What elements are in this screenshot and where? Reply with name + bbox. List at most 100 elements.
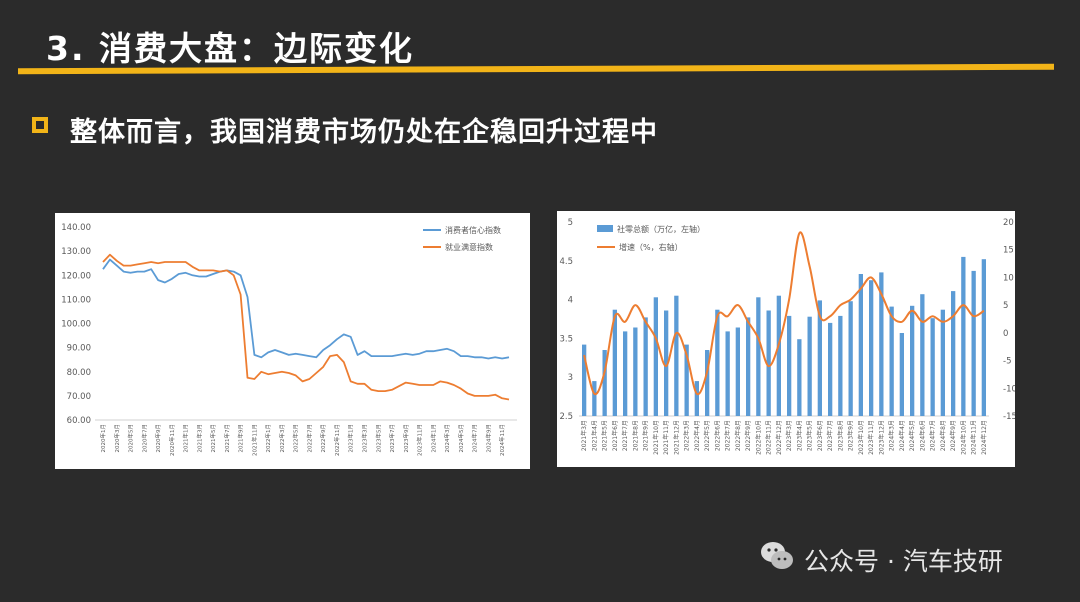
bar: [664, 310, 669, 416]
x-tick-label: 2020年7月: [140, 424, 148, 453]
bar: [602, 350, 607, 416]
y-tick-label: 60.00: [67, 416, 91, 426]
bar: [828, 322, 833, 416]
y-right-tick-label: -10: [1003, 384, 1015, 394]
x-tick-label: 2021年5月: [209, 424, 217, 453]
legend-swatch-bar: [597, 225, 613, 232]
x-tick-label: 2021年6月: [611, 420, 619, 451]
bar: [889, 306, 894, 416]
x-tick-label: 2021年7月: [223, 424, 231, 453]
x-tick-label: 2020年5月: [127, 424, 135, 453]
bar: [756, 297, 761, 416]
y-tick-label: 130.00: [61, 247, 91, 257]
x-tick-label: 2023年10月: [857, 420, 865, 455]
y-right-tick-label: 10: [1003, 273, 1014, 283]
x-tick-label: 2021年1月: [182, 424, 190, 453]
x-tick-label: 2023年5月: [806, 420, 814, 451]
x-tick-label: 2024年11月: [970, 420, 978, 455]
consumer-confidence-svg: 60.00 70.00 80.00 90.00 100.00 110.00 120.00 13…: [61, 223, 517, 456]
y-right-tick-label: 5: [1003, 301, 1008, 311]
x-tick-label: 2021年4月: [590, 420, 598, 451]
x-tick-label: 2021年11月: [250, 424, 258, 456]
bar: [766, 310, 771, 416]
y-right-tick-label: -5: [1003, 357, 1011, 367]
bar: [899, 333, 904, 416]
bar: [910, 305, 915, 416]
bar: [961, 256, 966, 416]
x-tick-label: 2024年7月: [929, 420, 937, 451]
x-tick-label: 2023年11月: [867, 420, 875, 455]
x-tick-label: 2024年12月: [980, 420, 988, 455]
y-left-tick-label: 5: [568, 218, 573, 228]
bar: [817, 300, 822, 416]
x-tick-label: 2022年9月: [744, 420, 752, 451]
bar: [612, 309, 617, 416]
x-tick-label: 2024年3月: [443, 424, 451, 453]
x-tick-label: 2021年3月: [580, 420, 588, 451]
x-tick-label: 2024年10月: [959, 420, 967, 455]
y-left-tick-label: 2.5: [559, 412, 573, 422]
bar: [633, 327, 638, 416]
x-tick-label: 2020年1月: [99, 424, 107, 453]
x-tick-label: 2022年11月: [333, 424, 341, 456]
x-tick-label: 2021年12月: [672, 420, 680, 455]
bar: [746, 317, 751, 416]
bullet-text: 整体而言，我国消费市场仍处在企稳回升过程中: [70, 117, 658, 148]
x-tick-label: 2021年10月: [652, 420, 660, 455]
bar: [981, 259, 986, 416]
bar: [787, 315, 792, 416]
bar: [582, 344, 587, 416]
consumer-confidence-chart: 60.00 70.00 80.00 90.00 100.00 110.00 120.00 13…: [55, 213, 530, 469]
x-tick-label: 2022年11月: [765, 420, 773, 455]
bar: [623, 331, 628, 416]
x-tick-label: 2021年9月: [237, 424, 245, 453]
x-tick-label: 2021年3月: [195, 424, 203, 453]
bar: [807, 316, 812, 416]
x-tick-label: 2022年9月: [319, 424, 327, 453]
y-left-tick-label: 3.5: [559, 334, 573, 344]
watermark-text: 公众号 · 汽车技研: [804, 547, 1003, 576]
bar: [653, 297, 658, 416]
x-tick-label: 2023年11月: [416, 424, 424, 456]
x-tick-label: 2020年11月: [168, 424, 176, 456]
page-title: 3. 消费大盘：边际变化: [46, 29, 414, 68]
x-tick-label: 2024年6月: [918, 420, 926, 451]
legend-label-line: 增速（%，右轴）: [619, 242, 683, 252]
x-tick-label: 2024年5月: [908, 420, 916, 451]
bar: [776, 295, 781, 416]
x-tick-label: 2024年9月: [949, 420, 957, 451]
x-tick-label: 2023年6月: [816, 420, 824, 451]
x-tick-label: 2024年9月: [484, 424, 492, 453]
x-tick-label: 2024年5月: [457, 424, 465, 453]
bar: [971, 270, 976, 416]
x-tick-label: 2020年9月: [154, 424, 162, 453]
bar: [858, 274, 863, 416]
x-tick-label: 2022年3月: [278, 424, 286, 453]
x-tick-label: 2022年3月: [683, 420, 691, 451]
bar: [592, 381, 597, 416]
bar: [940, 309, 945, 416]
x-tick-label: 2024年3月: [888, 420, 896, 451]
y-tick-label: 80.00: [67, 368, 91, 378]
growth-line: [583, 231, 985, 396]
y-tick-label: 70.00: [67, 392, 91, 402]
bar: [797, 339, 802, 416]
bar: [715, 309, 720, 416]
y-tick-label: 140.00: [61, 223, 91, 233]
bar: [879, 272, 884, 416]
x-tick-label: 2024年1月: [429, 424, 437, 453]
y-right-tick-label: 20: [1003, 218, 1014, 228]
x-tick-label: 2021年7月: [621, 420, 629, 451]
bar: [705, 350, 710, 416]
series-line-1: [102, 258, 510, 360]
y-left-tick-label: 4: [568, 296, 573, 306]
x-tick-label: 2022年7月: [724, 420, 732, 451]
wechat-icon: [761, 542, 793, 569]
x-tick-label: 2021年8月: [631, 420, 639, 451]
x-tick-label: 2023年3月: [785, 420, 793, 451]
x-tick-label: 2023年7月: [388, 424, 396, 453]
x-tick-label: 2024年4月: [898, 420, 906, 451]
x-tick-label: 2022年10月: [754, 420, 762, 455]
x-tick-label: 2022年7月: [305, 424, 313, 453]
x-tick-label: 2022年12月: [775, 420, 783, 455]
